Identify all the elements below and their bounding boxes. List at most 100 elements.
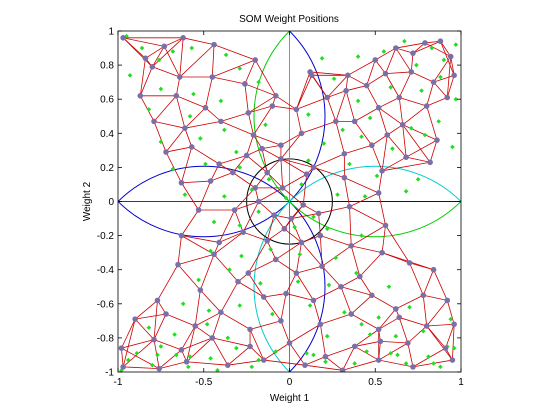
sample-point	[203, 161, 208, 167]
sample-point	[304, 350, 309, 356]
neuron-point	[260, 357, 267, 363]
neuron-point	[142, 55, 149, 62]
neuron-point	[260, 294, 267, 300]
network-edge	[275, 259, 297, 274]
sample-point	[422, 132, 428, 138]
network-edge	[179, 44, 215, 78]
neuron-point	[341, 174, 348, 181]
network-edge	[122, 319, 136, 367]
sample-point	[388, 84, 393, 90]
network-edge	[220, 112, 249, 122]
neuron-point	[447, 53, 454, 60]
network-edge	[280, 133, 302, 160]
network-edge	[284, 204, 304, 230]
network-edge	[325, 346, 355, 358]
neuron-point	[351, 118, 358, 125]
network-edge	[122, 37, 153, 68]
neuron-point	[278, 318, 284, 324]
y-tick-label: -1	[105, 368, 114, 379]
neuron-point	[286, 340, 293, 346]
neuron-point	[163, 149, 169, 155]
sample-point	[283, 195, 289, 201]
sample-point	[215, 367, 220, 372]
neuron-point	[319, 263, 325, 270]
sample-point	[429, 45, 435, 51]
sample-point	[311, 352, 316, 358]
network-edge	[398, 317, 409, 344]
network-edge	[398, 71, 412, 98]
network-edge	[446, 300, 455, 325]
sample-point	[376, 315, 381, 320]
network-edge	[319, 324, 326, 357]
network-edge	[232, 155, 247, 173]
network-edge	[253, 134, 282, 146]
network-edge	[280, 293, 287, 321]
network-edge	[153, 120, 185, 129]
network-edge	[134, 300, 158, 320]
sample-point	[342, 310, 347, 315]
network-edge	[248, 105, 273, 114]
sample-point	[204, 321, 210, 327]
network-edge	[181, 146, 193, 183]
neuron-point	[137, 92, 144, 99]
network-edge	[266, 215, 275, 241]
network-edge	[212, 337, 251, 347]
neuron-point	[317, 321, 324, 328]
sample-point	[335, 192, 340, 197]
sample-point	[438, 74, 443, 80]
network-edge	[261, 144, 281, 150]
neuron-point	[302, 362, 308, 368]
network-edge	[177, 235, 182, 265]
sample-point	[340, 127, 345, 133]
network-edge	[134, 318, 155, 340]
network-edge	[406, 156, 431, 163]
neuron-point	[252, 57, 258, 63]
network-edge	[398, 97, 404, 125]
neuron-point	[451, 72, 457, 79]
sample-point	[256, 209, 261, 215]
network-edge	[280, 158, 284, 188]
network-edge	[266, 228, 285, 242]
network-edge	[303, 204, 319, 214]
sample-point	[258, 281, 263, 286]
sample-point	[326, 282, 332, 288]
network-edge	[311, 75, 328, 98]
network-edge	[258, 201, 275, 216]
network-edge	[354, 329, 379, 347]
network-edge	[152, 37, 184, 68]
sample-point	[362, 194, 368, 199]
network-edge	[246, 155, 268, 173]
sample-point	[451, 345, 457, 351]
network-edge	[344, 177, 379, 194]
neuron-point	[255, 198, 262, 205]
neuron-point	[322, 353, 329, 360]
neuron-point	[357, 273, 363, 280]
network-edge	[375, 47, 397, 61]
network-edge	[342, 359, 379, 371]
neuron-point	[156, 365, 162, 372]
network-edge	[405, 139, 438, 158]
network-edge	[266, 158, 282, 173]
neuron-point	[180, 35, 186, 41]
neuron-point	[393, 306, 399, 312]
sample-point	[414, 62, 419, 68]
y-tick-label: 0	[108, 197, 114, 208]
network-edge	[210, 172, 234, 182]
sample-point	[354, 270, 359, 276]
neuron-point	[406, 260, 413, 266]
network-edge	[407, 325, 427, 344]
neuron-point	[423, 103, 430, 109]
network-edge	[301, 120, 336, 134]
neuron-point	[272, 92, 279, 99]
x-axis-label: Weight 1	[270, 393, 310, 404]
reference-curve-3	[253, 165, 461, 372]
neuron-point	[211, 41, 217, 48]
network-edge	[282, 173, 307, 189]
y-tick-label: -0.2	[97, 231, 115, 242]
sample-points	[119, 33, 459, 372]
neuron-point	[396, 314, 403, 321]
neuron-point	[345, 72, 351, 79]
network-edge	[275, 95, 297, 110]
neuron-point	[339, 367, 346, 372]
neuron-point	[230, 169, 236, 176]
